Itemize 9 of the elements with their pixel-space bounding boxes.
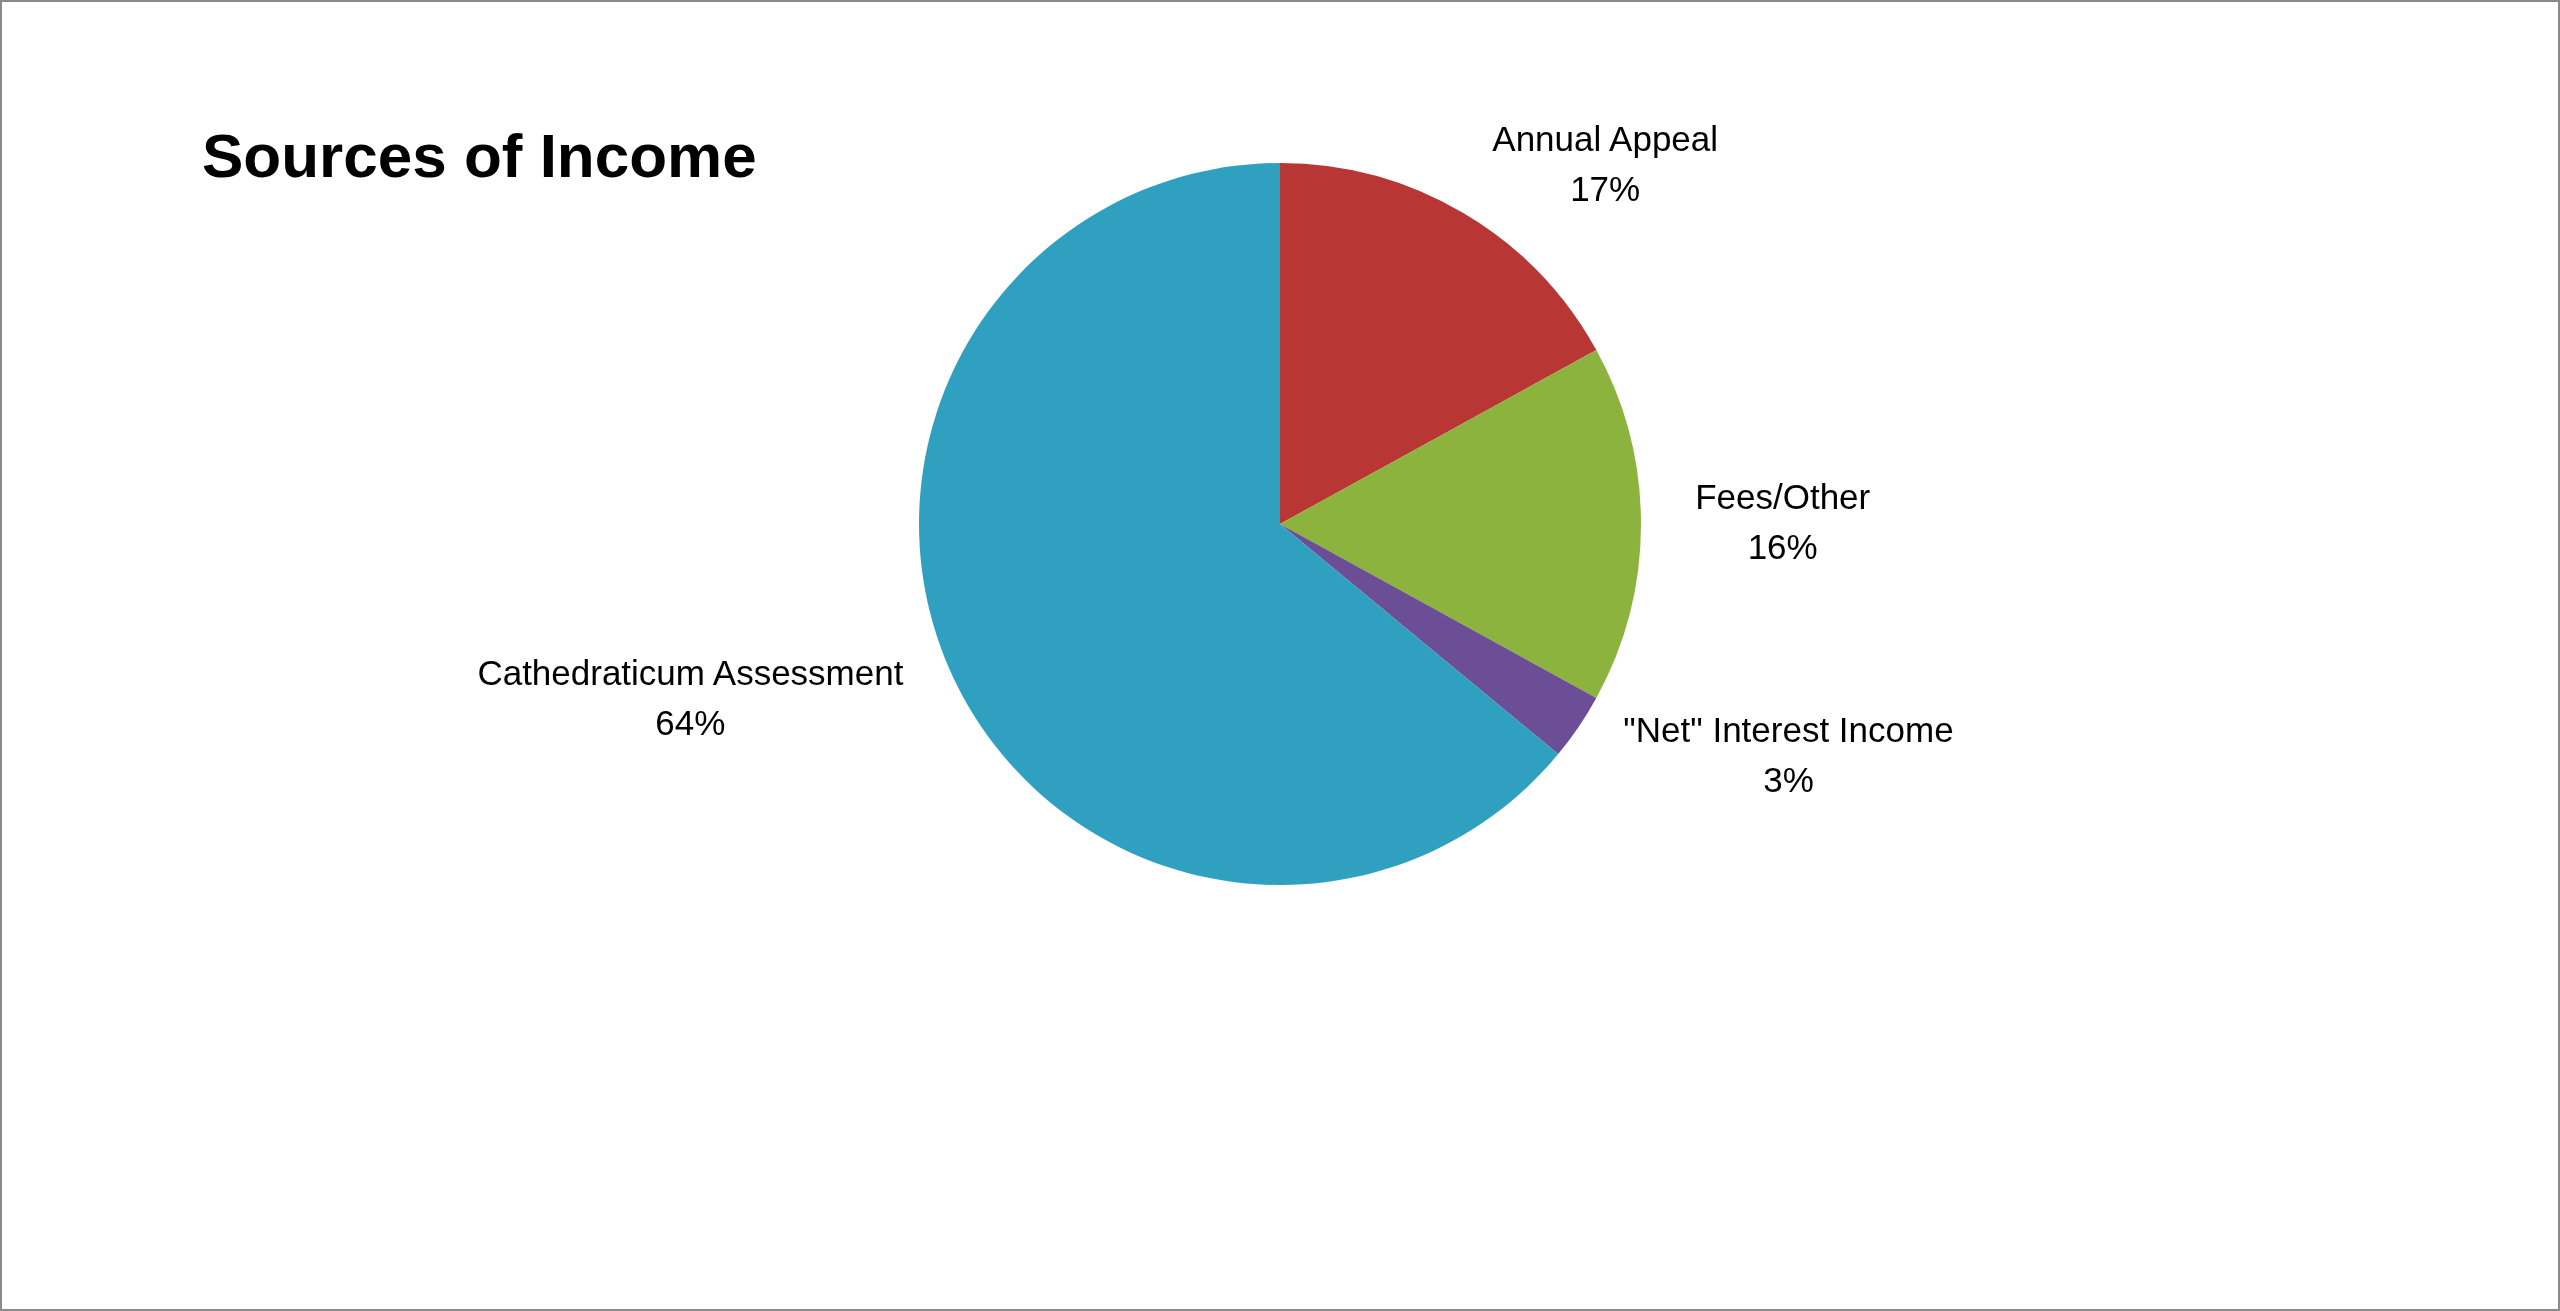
data-label: 64% (655, 703, 726, 743)
slice-label: Fees/Other (1695, 476, 1871, 516)
data-label: 16% (1747, 526, 1818, 566)
data-label: 3% (1763, 760, 1814, 800)
slice-label: Annual Appeal (1492, 119, 1719, 159)
data-label: 17% (1570, 169, 1641, 209)
chart-title: Sources of Income (202, 121, 757, 191)
slice-label: Cathedraticum Assessment (477, 653, 904, 693)
slice-label: "Net" Interest Income (1623, 710, 1954, 750)
